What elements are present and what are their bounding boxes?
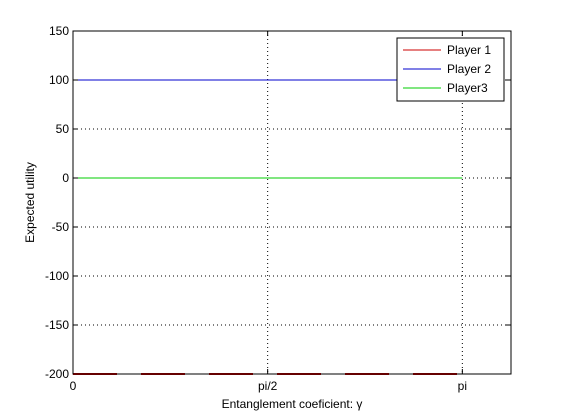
ticks: 0 pi/2 pi -200 -150 -100 -50 0 50 100 150: [45, 24, 511, 393]
legend: Player 1 Player 2 Player3: [396, 37, 505, 102]
y-tick-label: -50: [52, 220, 70, 234]
y-tick-label: -200: [45, 367, 69, 381]
legend-label: Player3: [447, 81, 488, 95]
y-tick-label: -100: [45, 269, 69, 283]
y-axis-label: Expected utility: [23, 162, 37, 243]
y-tick-label: 50: [56, 122, 70, 136]
legend-label: Player 1: [447, 43, 491, 57]
axes-box: [72, 30, 512, 375]
y-tick-label: 100: [49, 73, 69, 87]
y-tick-label: -150: [45, 318, 69, 332]
x-axis-label: Entanglement coeficient: γ: [222, 397, 363, 411]
x-tick-label: 0: [70, 379, 77, 393]
y-tick-label: 150: [49, 24, 69, 38]
x-tick-label: pi/2: [258, 379, 278, 393]
legend-label: Player 2: [447, 62, 491, 76]
y-tick-label: 0: [62, 171, 69, 185]
x-tick-label: pi: [458, 379, 467, 393]
